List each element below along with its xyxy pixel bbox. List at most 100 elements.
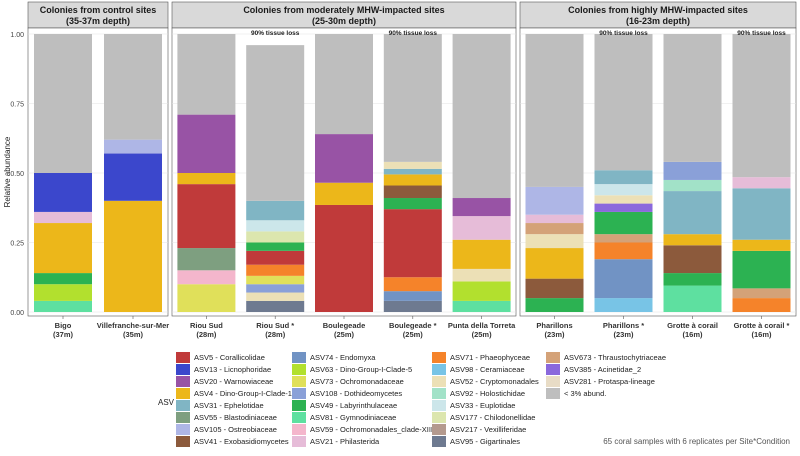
bar-segment-asv5 xyxy=(383,209,442,278)
bar-segment-asv4 xyxy=(732,239,791,251)
bar-riou-sud: Riou Sud(28m) xyxy=(177,34,236,339)
x-tick-sublabel: (25m) xyxy=(472,330,493,339)
x-tick-sublabel: (37m) xyxy=(53,330,74,339)
bar-grotte-corail-: 90% tissue loss Grotte à corail *(16m) xyxy=(732,30,791,339)
bar-segment-asv63 xyxy=(34,284,92,301)
x-tick-sublabel: (28m) xyxy=(196,330,217,339)
bar-segment-asv95 xyxy=(246,300,305,312)
panel-title: Colonies from control sites xyxy=(40,5,157,15)
bar-segment-asv385 xyxy=(594,203,653,212)
bar-segment-asv4 xyxy=(34,223,92,274)
y-tick-label: 0.00 xyxy=(10,310,24,317)
x-tick-label: Pharillons xyxy=(536,321,572,330)
y-axis-label: Relative abundance xyxy=(3,136,12,207)
bar-segment-asv52 xyxy=(383,161,442,169)
bar-boulegeade: Boulegeade(25m) xyxy=(315,34,373,339)
bar-segment-asv92 xyxy=(663,179,722,192)
panel-0: Colonies from control sites(35-37m depth… xyxy=(27,1,169,339)
bar-segment-asv52 xyxy=(594,195,653,204)
panel-strip xyxy=(171,1,517,29)
bar-segment-asv98 xyxy=(594,298,653,312)
bar-segment-asv4 xyxy=(104,200,162,312)
x-tick-label: Grotte à corail xyxy=(667,321,718,330)
bar-segment-asv673 xyxy=(525,223,584,235)
bar-annotation: 90% tissue loss xyxy=(599,30,648,37)
x-tick-label: Pharillons * xyxy=(603,321,644,330)
x-tick-sublabel: (25m) xyxy=(403,330,424,339)
bar-segment-other xyxy=(452,34,511,199)
bar-segment-other xyxy=(315,34,373,135)
bar-segment-asv74 xyxy=(594,259,653,299)
bar-segment-asv33 xyxy=(246,220,305,232)
bar-segment-other xyxy=(34,34,92,173)
bar-segment-asv81 xyxy=(663,285,722,312)
bar-segment-other xyxy=(525,34,584,187)
bar-segment-asv108 xyxy=(663,161,722,180)
bar-segment-asv20 xyxy=(315,134,373,183)
y-tick-label: 1.00 xyxy=(10,32,24,39)
bar-segment-asv95 xyxy=(383,300,442,312)
x-tick-label: Villefranche-sur-Mer xyxy=(97,321,169,330)
bar-segment-asv4 xyxy=(383,174,442,186)
x-tick-label: Riou Sud * xyxy=(256,321,294,330)
bar-segment-asv13 xyxy=(34,173,92,212)
bar-segment-asv5 xyxy=(315,204,373,312)
y-axis: Relative abundance 0.00 0.25 0.50 0.75 1.00 xyxy=(3,32,24,317)
bar-annotation: 90% tissue loss xyxy=(737,30,786,37)
bar-segment-asv21 xyxy=(34,211,92,224)
bar-segment-asv41 xyxy=(525,278,584,299)
x-tick-label: Grotte à corail * xyxy=(734,321,790,330)
bar-segment-asv49 xyxy=(34,273,92,285)
bar-bigo: Bigo(37m) xyxy=(34,34,92,339)
bar-segment-other xyxy=(104,34,162,140)
bar-segment-asv49 xyxy=(525,298,584,312)
bar-segment-asv31 xyxy=(246,200,305,221)
bar-pharillons: Pharillons(23m) xyxy=(525,34,584,339)
bar-annotation: 90% tissue loss xyxy=(251,30,300,37)
bar-segment-asv63 xyxy=(452,281,511,301)
bar-segment-asv4 xyxy=(663,234,722,246)
bar-segment-asv4 xyxy=(525,248,584,279)
panel-subtitle: (25-30m depth) xyxy=(312,16,376,26)
bar-boulegeade-: 90% tissue loss Boulegeade *(25m) xyxy=(383,30,442,339)
bar-segment-asv673 xyxy=(594,234,653,243)
x-tick-sublabel: (23m) xyxy=(544,330,565,339)
bar-segment-asv81 xyxy=(34,300,92,312)
bar-segment-asv20 xyxy=(177,114,236,173)
panel-subtitle: (35-37m depth) xyxy=(66,16,130,26)
bar-segment-asv55 xyxy=(177,248,236,271)
bar-segment-asv21 xyxy=(452,216,511,240)
bar-segment-asv52 xyxy=(525,234,584,249)
bar-riou-sud-: 90% tissue loss Riou Sud *(28m) xyxy=(246,30,305,339)
bar-segment-asv13 xyxy=(104,153,162,201)
bar-villefranche-sur-mer: Villefranche-sur-Mer(35m) xyxy=(97,34,169,339)
bar-segment-asv81 xyxy=(452,300,511,312)
bar-segment-asv108 xyxy=(246,284,305,293)
panel-title: Colonies from highly MHW-impacted sites xyxy=(568,5,748,15)
bar-segment-asv52 xyxy=(452,268,511,282)
x-tick-sublabel: (25m) xyxy=(334,330,355,339)
bar-punta-della-torreta: Punta della Torreta(25m) xyxy=(448,34,516,339)
bar-segment-asv33 xyxy=(594,184,653,196)
bar-segment-asv31 xyxy=(663,191,722,235)
bar-segment-asv71 xyxy=(383,277,442,292)
panel-subtitle: (16-23m depth) xyxy=(626,16,690,26)
bar-segment-asv73 xyxy=(177,284,236,312)
bar-segment-asv177 xyxy=(246,231,305,243)
y-tick-label: 0.50 xyxy=(10,171,24,178)
x-tick-sublabel: (28m) xyxy=(265,330,286,339)
bar-segment-asv105 xyxy=(104,139,162,154)
bar-segment-asv20 xyxy=(452,198,511,217)
x-tick-sublabel: (35m) xyxy=(123,330,144,339)
panel-1: Colonies from moderately MHW-impacted si… xyxy=(171,1,517,339)
bar-segment-asv31 xyxy=(594,170,653,185)
bar-segment-asv74 xyxy=(383,291,442,301)
bar-grotte-corail: Grotte à corail(16m) xyxy=(663,34,722,339)
x-tick-label: Riou Sud xyxy=(190,321,223,330)
bar-pharillons-: 90% tissue loss Pharillons *(23m) xyxy=(594,30,653,339)
bar-segment-asv41 xyxy=(383,185,442,199)
panel-title: Colonies from moderately MHW-impacted si… xyxy=(243,5,444,15)
bar-annotation: 90% tissue loss xyxy=(389,30,438,37)
bar-segment-asv49 xyxy=(246,242,305,251)
x-tick-label: Bigo xyxy=(55,321,72,330)
